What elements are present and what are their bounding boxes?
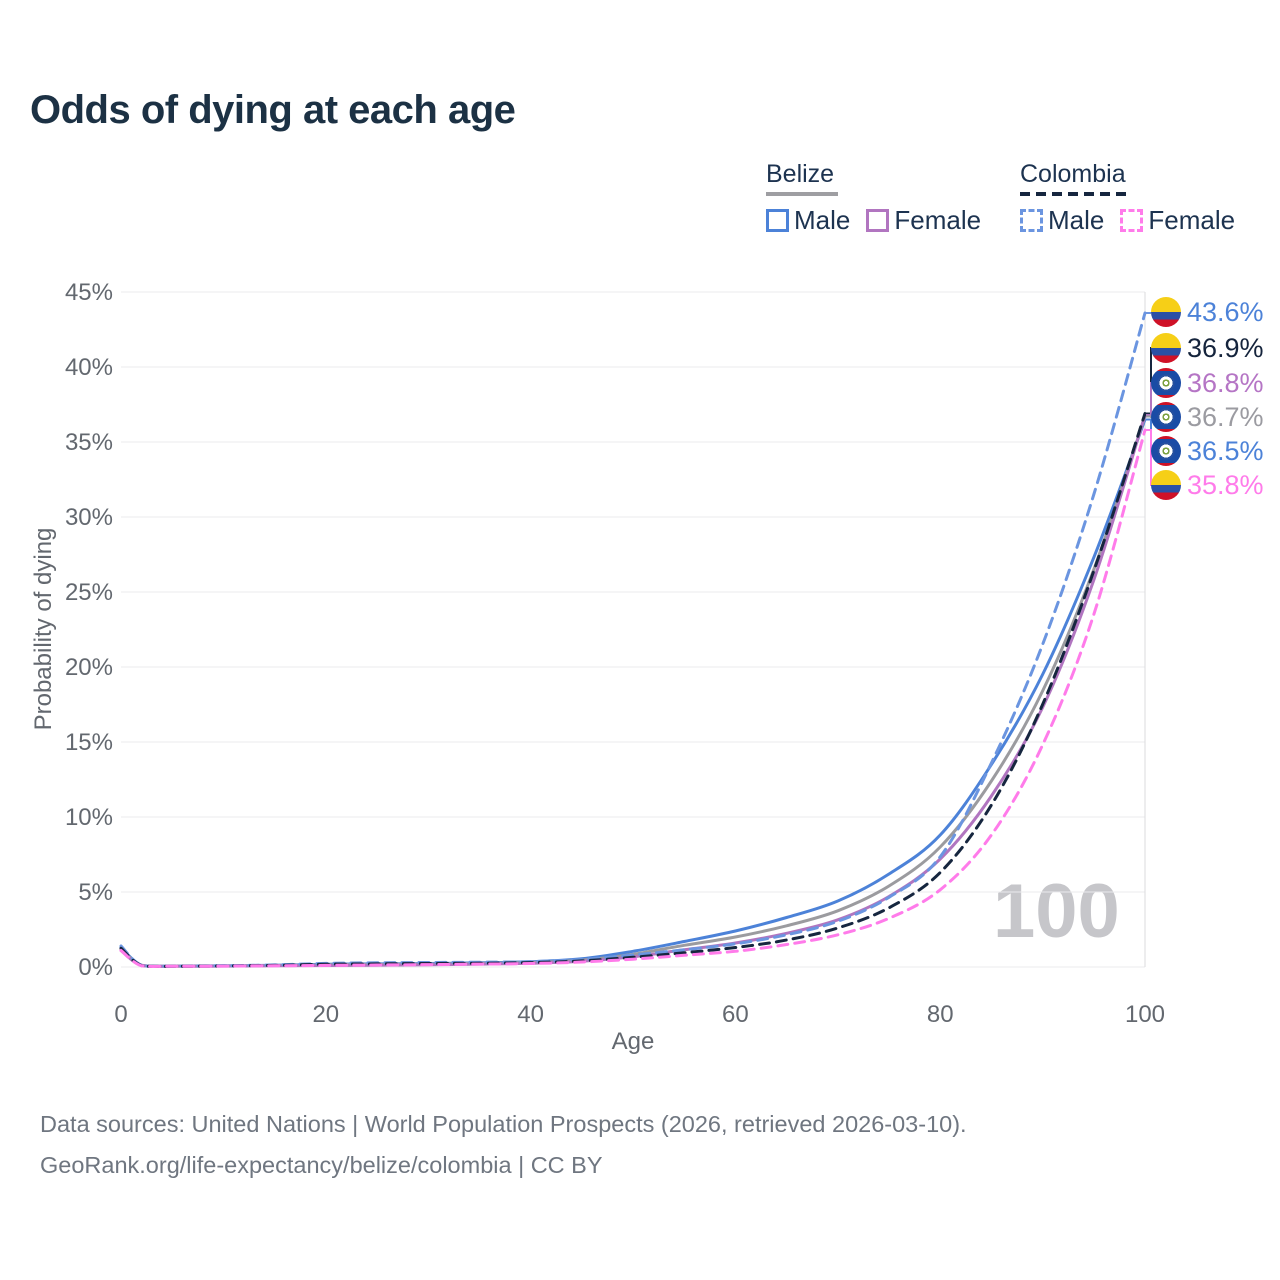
x-tick-label: 60 <box>722 1001 749 1028</box>
legend-item-label: Female <box>1148 205 1236 235</box>
belize-flag-emblem <box>1157 408 1175 426</box>
x-tick-label: 0 <box>114 1001 127 1028</box>
y-tick-label: 45% <box>65 279 113 306</box>
x-tick-label: 20 <box>312 1001 339 1028</box>
series-line-belize-female <box>119 413 1147 968</box>
legend-item-label: Male <box>1048 205 1105 235</box>
x-tick-label: 40 <box>517 1001 544 1028</box>
y-tick-label: 15% <box>65 729 113 756</box>
end-label-value: 36.7% <box>1187 401 1264 432</box>
legend-country-colombia: Colombia <box>1020 160 1126 188</box>
legend-item-label: Male <box>794 205 851 235</box>
series-line-belize <box>119 415 1147 968</box>
end-label-belize-female: 36.8% <box>1151 368 1264 398</box>
end-label-value: 35.8% <box>1187 469 1264 500</box>
legend-item-belize-female[interactable]: Female <box>866 205 981 236</box>
legend-country-belize: Belize <box>766 160 835 188</box>
footer-attribution: Data sources: United Nations | World Pop… <box>40 1104 967 1186</box>
x-axis-title: Age <box>611 1028 655 1055</box>
legend-group-belize: Belize Male Female <box>766 160 997 236</box>
belize-flag-icon <box>1151 436 1181 466</box>
x-tick-label: 100 <box>1125 1001 1165 1028</box>
legend-item-belize-male[interactable]: Male <box>766 205 850 236</box>
data-sources-line: Data sources: United Nations | World Pop… <box>40 1111 967 1137</box>
series-line-colombia-male <box>119 311 1147 968</box>
end-label-colombia: 36.9% <box>1151 333 1264 363</box>
source-url-line: GeoRank.org/life-expectancy/belize/colom… <box>40 1152 603 1178</box>
series-line-belize-male <box>119 418 1147 968</box>
legend-item-colombia-male[interactable]: Male <box>1020 205 1104 236</box>
x-tick-label: 80 <box>927 1001 954 1028</box>
series-line-colombia-female <box>119 428 1147 968</box>
legend-item-label: Female <box>894 205 982 235</box>
age-hover-watermark: 100 <box>993 869 1120 954</box>
y-tick-label: 20% <box>65 654 113 681</box>
legend-group-colombia: Colombia Male Female <box>1020 160 1251 236</box>
belize-flag-icon <box>1151 402 1181 432</box>
end-label-belize: 36.7% <box>1151 402 1264 432</box>
colombia-flag-icon <box>1151 333 1181 363</box>
y-tick-label: 0% <box>78 954 113 981</box>
colombia-female-swatch-icon <box>1120 209 1144 232</box>
end-label-value: 36.5% <box>1187 435 1264 466</box>
belize-flag-emblem <box>1157 442 1175 460</box>
belize-flag-emblem <box>1157 374 1175 392</box>
colombia-flag-icon <box>1151 470 1181 500</box>
colombia-dashed-line-sample <box>1020 192 1130 196</box>
belize-solid-line-sample <box>766 192 838 196</box>
belize-male-swatch-icon <box>766 209 789 232</box>
colombia-flag-icon <box>1151 297 1181 327</box>
y-axis-title: Probability of dying <box>30 527 57 731</box>
belize-flag-icon <box>1151 368 1181 398</box>
series-line-colombia <box>119 412 1147 968</box>
y-tick-label: 30% <box>65 504 113 531</box>
y-tick-label: 25% <box>65 579 113 606</box>
end-label-colombia-female: 35.8% <box>1151 470 1264 500</box>
belize-female-swatch-icon <box>866 209 890 232</box>
y-tick-label: 10% <box>65 804 113 831</box>
y-tick-label: 35% <box>65 429 113 456</box>
y-tick-label: 40% <box>65 354 113 381</box>
y-tick-label: 5% <box>78 879 113 906</box>
end-label-value: 36.8% <box>1187 367 1264 398</box>
page-title: Odds of dying at each age <box>30 88 516 132</box>
end-label-belize-male: 36.5% <box>1151 436 1264 466</box>
colombia-male-swatch-icon <box>1020 209 1043 232</box>
end-label-value: 43.6% <box>1187 296 1264 327</box>
end-label-colombia-male: 43.6% <box>1151 297 1264 327</box>
legend-item-colombia-female[interactable]: Female <box>1120 205 1235 236</box>
end-label-value: 36.9% <box>1187 332 1264 363</box>
